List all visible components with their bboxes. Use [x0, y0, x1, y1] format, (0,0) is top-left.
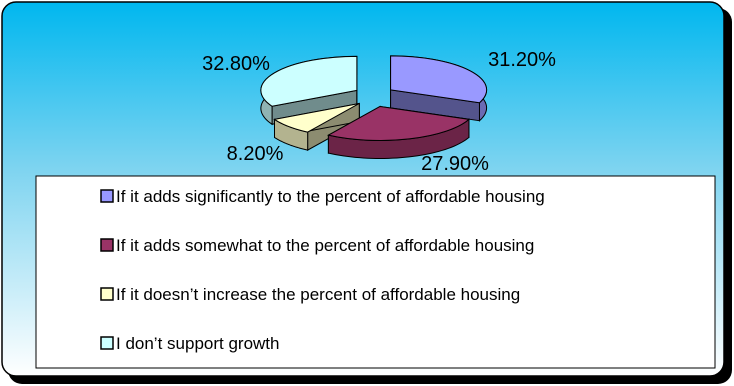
legend-swatch-1: [100, 189, 114, 203]
pie-plot: [260, 55, 488, 159]
data-label-1: 31.20%: [488, 49, 556, 71]
legend-swatch-4: [100, 336, 114, 350]
legend-label-1: If it adds significantly to the percent …: [116, 187, 545, 206]
legend-swatch-3: [100, 287, 114, 301]
data-label-2: 27.90%: [421, 153, 489, 175]
legend-box: [35, 175, 716, 369]
legend-label-2: If it adds somewhat to the percent of af…: [116, 236, 534, 255]
legend-label-4: I don’t support growth: [116, 334, 279, 353]
data-labels: 31.20% 27.90% 8.20% 32.80%: [202, 49, 556, 175]
pie-slice-1: [390, 55, 488, 122]
pie-slice-3: [273, 102, 360, 151]
legend-label-3: If it doesn’t increase the percent of af…: [116, 285, 520, 304]
legend-swatch-2: [100, 238, 114, 252]
data-label-3: 8.20%: [227, 143, 284, 165]
legend: If it adds significantly to the percent …: [100, 187, 545, 353]
data-label-4: 32.80%: [202, 53, 270, 75]
pie-slice-2: [327, 105, 471, 159]
